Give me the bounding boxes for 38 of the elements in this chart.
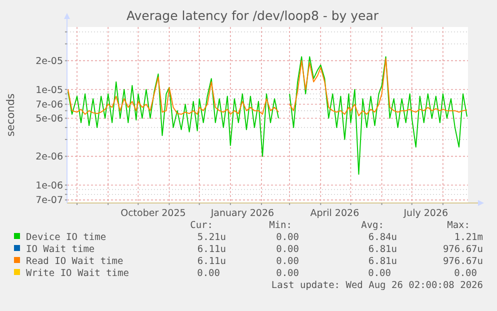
text: 0.00 bbox=[454, 268, 478, 279]
y-tick-label: 7e-06 bbox=[36, 100, 63, 111]
y-tick-label: 5e-06 bbox=[36, 114, 63, 125]
x-tick-label: January 2026 bbox=[210, 208, 274, 219]
y-tick-label: 7e-07 bbox=[36, 195, 63, 206]
text: 0.00 bbox=[197, 268, 220, 279]
x-tick-label: October 2025 bbox=[120, 208, 186, 219]
text: Avg: bbox=[361, 220, 384, 231]
text: Max: bbox=[447, 220, 470, 231]
text: 6.84u bbox=[368, 232, 397, 243]
text: Last update: Wed Aug 26 02:00:08 2026 bbox=[271, 280, 484, 291]
text: 6.81u bbox=[368, 256, 397, 267]
y-tick-label: 2e-05 bbox=[36, 56, 63, 68]
chart-title: Average latency for /dev/loop8 - by year bbox=[126, 8, 380, 23]
text: 0.00 bbox=[276, 256, 300, 267]
text: 0.00 bbox=[276, 232, 300, 243]
y-tick-label: 2e-06 bbox=[36, 152, 63, 163]
legend-label: Device IO time bbox=[26, 232, 106, 243]
legend-label: Write IO Wait time bbox=[26, 268, 130, 279]
legend-label: Read IO Wait time bbox=[26, 256, 124, 267]
y-tick-label: 1e-06 bbox=[36, 180, 63, 192]
text: 976.67u bbox=[442, 256, 483, 267]
text: 976.67u bbox=[442, 244, 483, 255]
x-tick-label: July 2026 bbox=[402, 208, 448, 219]
text: 6.81u bbox=[368, 244, 397, 255]
text: Cur: bbox=[190, 220, 213, 231]
x-tick-label: April 2026 bbox=[310, 208, 360, 219]
y-tick-label: 1e-05 bbox=[36, 84, 63, 96]
y-axis-title: seconds bbox=[5, 94, 17, 136]
text: 6.11u bbox=[197, 244, 226, 255]
text: 0.00 bbox=[368, 268, 392, 279]
text: 1.21m bbox=[454, 232, 484, 243]
text: 0.00 bbox=[276, 244, 300, 255]
legend-label: IO Wait time bbox=[26, 244, 95, 255]
text: 5.21u bbox=[197, 232, 226, 243]
text: 6.11u bbox=[197, 256, 226, 267]
text: 0.00 bbox=[276, 268, 300, 279]
text: Min: bbox=[269, 220, 292, 231]
